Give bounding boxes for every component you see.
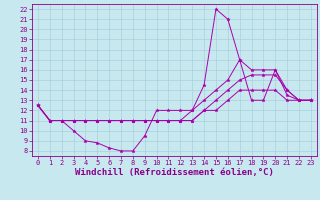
X-axis label: Windchill (Refroidissement éolien,°C): Windchill (Refroidissement éolien,°C) xyxy=(75,168,274,177)
